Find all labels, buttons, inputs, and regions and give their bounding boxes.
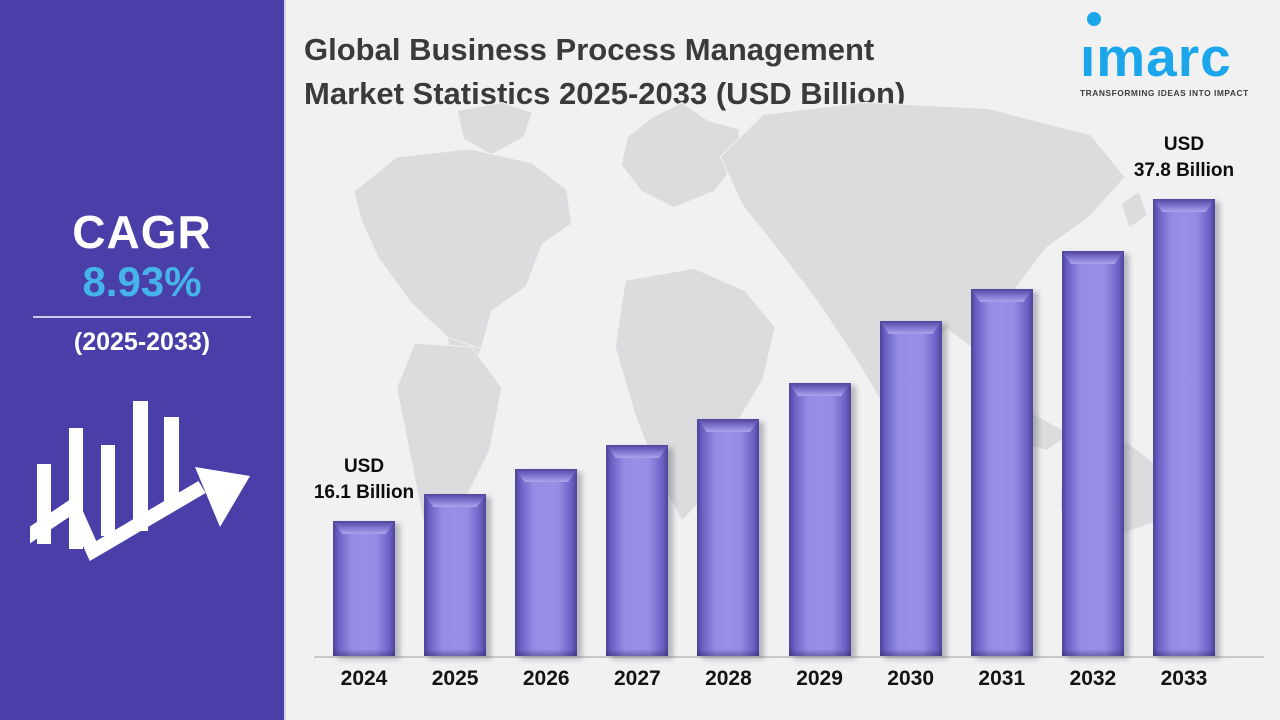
chart-panel: Global Business Process Management Marke… (284, 0, 1280, 720)
map-north-america (353, 148, 573, 367)
growth-bars-arrow-icon (30, 401, 250, 562)
bar-column-2028: 2028 (697, 419, 760, 690)
bar-2025 (424, 494, 487, 656)
cagr-value: 8.93% (82, 258, 202, 306)
bar-2033 (1152, 199, 1215, 656)
bar-column-2033: USD 37.8 Billion 2033 (1134, 132, 1234, 690)
bar-column-2032: 2032 (1061, 251, 1124, 690)
chart-title-line2: Market Statistics 2025-2033 (USD Billion… (304, 76, 906, 112)
bar-2029 (788, 383, 851, 656)
chart-title: Global Business Process Management Marke… (304, 28, 1084, 116)
chart-title-line1: Global Business Process Management (304, 32, 875, 67)
bar-2032 (1061, 251, 1124, 656)
bar-2026 (515, 469, 578, 656)
bar-2030 (879, 321, 942, 656)
x-axis-label-2030: 2030 (887, 667, 935, 690)
bar-value-label-2024: USD 16.1 Billion (313, 455, 415, 504)
cagr-sidebar: CAGR 8.93% (2025-2033) (0, 0, 284, 720)
x-axis-line (314, 656, 1264, 658)
bar-2028 (697, 419, 760, 656)
logo-i-dot-icon (1087, 12, 1101, 26)
bar-value-label-2033: USD 37.8 Billion (1133, 133, 1235, 182)
map-japan (1120, 190, 1148, 229)
imarc-logo: ımarc TRANSFORMING IDEAS INTO IMPACT (1080, 8, 1266, 98)
x-axis-label-2033: 2033 (1160, 667, 1208, 690)
bar-column-2029: 2029 (788, 383, 851, 690)
logo-wordmark: ımarc (1080, 26, 1232, 88)
x-axis-label-2024: 2024 (340, 667, 388, 690)
x-axis-label-2026: 2026 (522, 667, 570, 690)
bar-column-2025: 2025 (424, 494, 487, 690)
cagr-divider (33, 316, 251, 319)
bar-column-2027: 2027 (606, 445, 669, 690)
bar-column-2031: 2031 (970, 289, 1033, 690)
bar-column-2024: USD 16.1 Billion 2024 (314, 454, 414, 690)
cagr-label: CAGR (72, 206, 212, 258)
bar-column-2026: 2026 (515, 469, 578, 690)
bars: USD 16.1 Billion 2024 2025 2026 2027 2028 2029… (314, 132, 1234, 690)
cagr-period: (2025-2033) (73, 328, 211, 357)
x-axis-label-2031: 2031 (978, 667, 1026, 690)
bar-2031 (970, 289, 1033, 656)
map-greenland (456, 101, 533, 156)
bar-2024 (333, 521, 395, 656)
x-axis-label-2029: 2029 (796, 667, 843, 690)
bar-2027 (606, 445, 669, 656)
x-axis-label-2028: 2028 (705, 667, 752, 690)
x-axis-label-2032: 2032 (1069, 667, 1117, 690)
x-axis-label-2025: 2025 (431, 667, 479, 690)
x-axis-label-2027: 2027 (613, 667, 661, 690)
bar-column-2030: 2030 (879, 321, 942, 690)
logo-tagline: TRANSFORMING IDEAS INTO IMPACT (1080, 88, 1249, 98)
